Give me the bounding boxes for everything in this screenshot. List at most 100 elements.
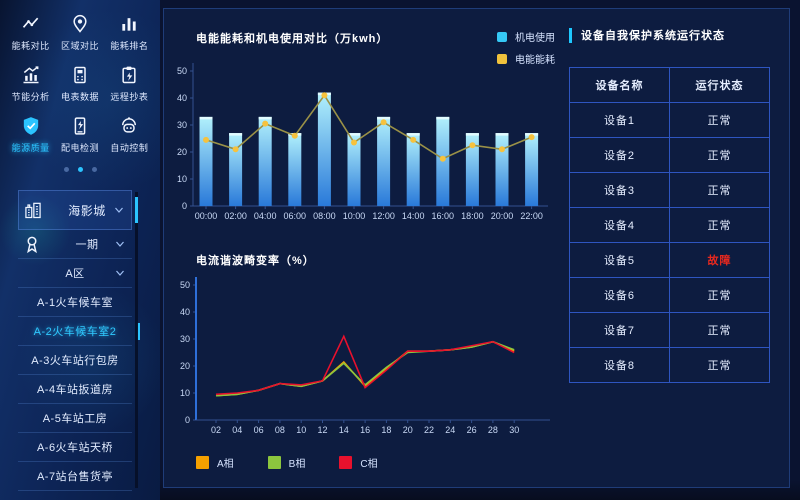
menu-item-label: 能耗对比 [11, 41, 50, 51]
bar [258, 116, 272, 206]
device-name-cell: 设备3 [569, 172, 670, 208]
title-accent-bar [569, 27, 572, 43]
y-tick-label: 20 [177, 147, 187, 157]
data-point [469, 142, 476, 149]
tree-item-8[interactable]: A-5车站工房 [18, 404, 132, 433]
tree-item-10[interactable]: A-7站台售货亭 [18, 462, 132, 491]
tree-item-2[interactable]: 一期 [18, 230, 132, 259]
x-tick-label: 14:00 [402, 211, 425, 221]
legend-item: A相 [196, 455, 234, 470]
y-tick-label: 50 [177, 66, 187, 76]
data-point [321, 92, 328, 99]
legend-swatch [267, 456, 281, 469]
shield-check-icon [21, 116, 41, 136]
bar [199, 116, 213, 206]
device-name-cell: 设备1 [569, 102, 670, 138]
device-row: 设备6 正常 [569, 277, 770, 313]
pager-dot-1[interactable] [63, 167, 69, 172]
y-tick-label: 50 [180, 280, 190, 290]
x-tick-label: 16 [360, 425, 370, 435]
menu-item-7[interactable]: 能源质量 [6, 116, 55, 154]
x-tick-label: 02:00 [224, 211, 247, 221]
data-point [232, 146, 239, 153]
tree-item-label: 一期 [75, 239, 99, 251]
menu-pager [0, 167, 160, 172]
column-header: 运行状态 [669, 67, 770, 103]
bar [495, 133, 509, 206]
tree-item-label: A-4车站扳道房 [36, 384, 114, 396]
device-row: 设备3 正常 [569, 172, 770, 208]
menu-item-8[interactable]: 配电检测 [55, 116, 104, 154]
device-name-cell: 设备8 [569, 347, 670, 383]
device-panel-title: 设备自我保护系统运行状态 [581, 30, 725, 42]
x-tick-label: 14 [339, 425, 349, 435]
menu-item-label: 能耗排名 [110, 41, 149, 51]
legend-item: 机电使用 [497, 29, 555, 44]
menu-item-4[interactable]: 节能分析 [6, 65, 55, 103]
device-row: 设备1 正常 [569, 102, 770, 138]
location-pin-icon [70, 14, 90, 34]
bar-chart-svg: 0 10 20 30 40 50 00:00 02:00 04:00 06:00 08:00 10:0… [177, 63, 548, 221]
device-status-cell: 正常 [669, 347, 770, 383]
tree-item-7[interactable]: A-4车站扳道房 [18, 375, 132, 404]
device-panel-header: 设备自我保护系统运行状态 [569, 27, 725, 43]
x-tick-label: 06 [254, 425, 264, 435]
x-tick-label: 04:00 [254, 211, 277, 221]
menu-item-label: 电表数据 [60, 92, 99, 102]
x-tick-label: 02 [211, 425, 221, 435]
y-tick-label: 30 [180, 334, 190, 344]
legend-swatch [497, 31, 507, 42]
bar-chart-legend: 机电使用 电能能耗 [497, 29, 555, 66]
menu-grid: 能耗对比 区域对比 能耗排名节能分析 电表数据 远程抄表能源质量 配电检测 自动控制 [6, 14, 154, 154]
device-name-cell: 设备4 [569, 207, 670, 243]
menu-item-3[interactable]: 能耗排名 [105, 14, 154, 52]
tree-item-3[interactable]: A区 [18, 259, 132, 288]
bar [465, 133, 479, 206]
tree-item-label: A-1火车候车室 [36, 297, 114, 309]
main-panel: 电能能耗和机电使用对比（万kwh） 机电使用 电能能耗 0 10 20 30 40 50 00… [163, 8, 790, 488]
data-point [439, 155, 446, 162]
badge-icon [22, 234, 42, 254]
tree-scrollbar[interactable] [135, 192, 138, 488]
menu-item-2[interactable]: 区域对比 [55, 14, 104, 52]
x-tick-label: 06:00 [284, 211, 307, 221]
tree-item-4[interactable]: A-1火车候车室 [18, 288, 132, 317]
legend-swatch [196, 456, 209, 469]
device-row: 设备5 故障 [569, 242, 770, 278]
legend-label: C相 [360, 459, 378, 470]
menu-item-9[interactable]: 自动控制 [105, 116, 154, 154]
device-row: 设备2 正常 [569, 137, 770, 173]
tree-item-label: A-2火车候车室2 [33, 326, 117, 338]
menu-item-5[interactable]: 电表数据 [55, 65, 104, 103]
device-status-cell: 正常 [669, 312, 770, 348]
pager-dot-2[interactable] [77, 167, 83, 172]
bar [347, 133, 361, 206]
x-tick-label: 20:00 [491, 211, 514, 221]
menu-item-label: 节能分析 [11, 92, 50, 102]
device-status-cell: 正常 [669, 172, 770, 208]
data-point [262, 120, 269, 127]
scrollbar-thumb[interactable] [135, 197, 138, 223]
tree-item-5[interactable]: A-2火车候车室2 [18, 317, 140, 346]
menu-item-6[interactable]: 远程抄表 [105, 65, 154, 103]
analysis-chart-icon [21, 65, 41, 85]
device-status-table: 设备名称 运行状态 设备1 正常 设备2 正常 设备3 正常 设备4 正常 设备5 故障 设备6 正常 设备… [569, 67, 770, 383]
menu-item-1[interactable]: 能耗对比 [6, 14, 55, 52]
data-point [351, 139, 357, 146]
tree-item-6[interactable]: A-3火车站行包房 [18, 346, 132, 375]
tree-item-9[interactable]: A-6火车站天桥 [18, 433, 132, 462]
table-header-row: 设备名称 运行状态 [569, 67, 770, 103]
power-detect-icon [70, 116, 90, 136]
active-item-indicator [137, 323, 140, 340]
pager-dot-3[interactable] [91, 167, 97, 172]
tree-item-label: A区 [65, 268, 85, 280]
column-header: 设备名称 [569, 67, 670, 103]
device-status-cell: 正常 [669, 207, 770, 243]
legend-swatch [497, 53, 507, 64]
data-point [528, 134, 535, 141]
x-tick-label: 10:00 [343, 211, 366, 221]
device-name-cell: 设备6 [569, 277, 670, 313]
tree-item-1[interactable]: 海影城 [18, 190, 132, 230]
device-status-cell: 正常 [669, 102, 770, 138]
